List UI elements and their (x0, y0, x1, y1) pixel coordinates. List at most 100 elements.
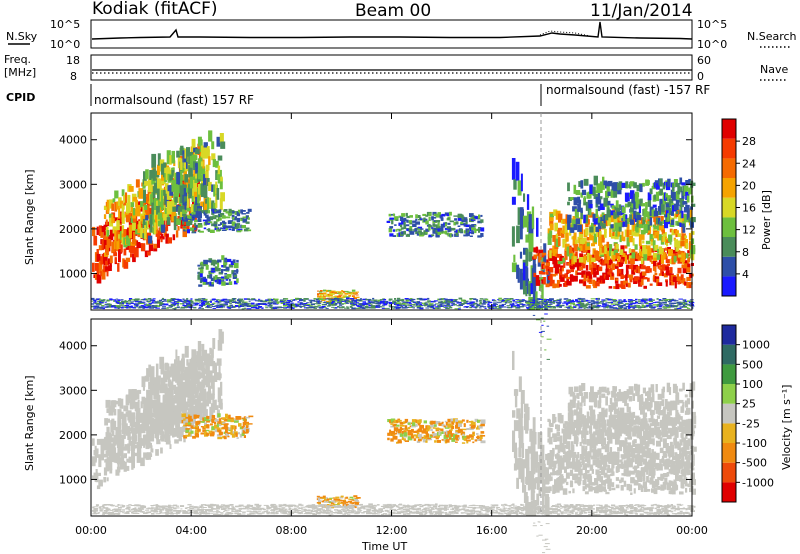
power-echo-cell (223, 263, 227, 268)
power-echo-cell (610, 210, 616, 216)
power-echo-cell (623, 299, 626, 301)
velocity-echo-cell (111, 443, 116, 450)
power-echo-cell (238, 304, 242, 307)
velocity-echo-cell (239, 426, 243, 430)
power-echo-cell (238, 307, 241, 309)
power-echo-cell (118, 218, 123, 224)
power-echo-cell (377, 299, 382, 302)
velocity-echo-cell (123, 432, 126, 439)
power-echo-cell (153, 247, 158, 252)
power-echo-cell (605, 244, 611, 252)
power-echo-cell (377, 303, 381, 305)
power-echo-region (91, 297, 695, 310)
power-echo-cell (107, 246, 111, 252)
power-echo-cell (569, 253, 573, 260)
power-echo-cell (471, 227, 476, 231)
power-echo-cell (142, 199, 147, 209)
power-echo-cell (398, 229, 401, 232)
velocity-echo-cell (220, 432, 224, 434)
power-echo-cell (587, 219, 590, 225)
power-echo-cell (372, 301, 375, 304)
power-echo-cell (208, 181, 212, 191)
power-echo-cell (379, 299, 384, 301)
power-echo-cell (194, 227, 197, 231)
power-echo-cell (512, 299, 516, 302)
power-echo-cell (606, 305, 612, 308)
power-echo-cell (624, 255, 628, 264)
power-echo-cell (607, 207, 610, 218)
power-echo-cell (661, 264, 666, 271)
power-echo-cell (646, 299, 650, 301)
power-echo-cell (627, 201, 633, 207)
power-echo-cell (509, 303, 514, 305)
power-echo-cell (525, 267, 529, 287)
power-echo-cell (688, 208, 692, 217)
velocity-echo-cell (461, 419, 465, 422)
power-echo-cell (120, 244, 123, 253)
power-echo-cell (211, 153, 216, 161)
power-echo-cell (421, 302, 424, 304)
power-echo-cell (578, 299, 584, 301)
velocity-echo-cell (160, 447, 163, 454)
power-echo-cell (685, 180, 689, 186)
power-echo-cell (106, 303, 111, 305)
velocity-echo-cell (101, 438, 105, 445)
velocity-echo-cell (142, 386, 145, 391)
power-echo-cell (613, 182, 619, 192)
velocity-echo-cell (159, 384, 165, 391)
power-echo-cell (366, 306, 369, 309)
velocity-echo-cell (147, 391, 153, 403)
power-echo-cell (671, 281, 675, 286)
power-echo-cell (593, 218, 598, 225)
power-echo-cell (174, 173, 178, 181)
velocity-echo-cell (392, 432, 397, 435)
power-echo-cell (108, 216, 114, 227)
power-echo-cell (543, 277, 546, 285)
power-echo-cell (583, 255, 587, 264)
power-echo-cell (479, 298, 484, 300)
power-echo-cell (225, 282, 229, 285)
power-echo-cell (583, 281, 587, 287)
velocity-echo-cell (349, 496, 354, 499)
power-echo-cell (135, 304, 140, 306)
velocity-echo-cell (126, 465, 130, 471)
power-echo-cell (244, 304, 248, 307)
power-echo-cell (359, 298, 362, 300)
power-echo-cell (223, 225, 227, 228)
power-echo-cell (631, 198, 635, 204)
power-echo-cell (177, 206, 181, 215)
power-echo-cell (598, 237, 603, 246)
velocity-echo-cell (340, 499, 345, 501)
power-echo-cell (411, 304, 416, 306)
power-echo-cell (209, 301, 212, 303)
power-echo-cell (133, 247, 139, 258)
power-echo-cell (455, 232, 459, 236)
power-echo-cell (334, 307, 337, 309)
power-echo-cell (677, 256, 683, 264)
velocity-echo-cell (188, 420, 191, 425)
nsky-label: N.Sky (6, 30, 38, 43)
velocity-echo-cell (536, 535, 539, 537)
power-echo-cell (291, 299, 295, 301)
power-echo-cell (198, 301, 203, 303)
power-echo-cell (183, 305, 188, 307)
velocity-echo-cell (220, 402, 223, 410)
power-echo-cell (552, 258, 557, 265)
velocity-echo-cell (214, 424, 219, 429)
velocity-echo-cell (339, 502, 344, 504)
power-echo-cell (318, 293, 324, 295)
velocity-echo-cell (445, 439, 450, 443)
power-echo-cell (652, 182, 655, 189)
power-echo-cell (131, 239, 137, 245)
power-echo-cell (446, 304, 450, 307)
velocity-echo-cell (199, 387, 203, 395)
power-echo-cell (348, 294, 352, 297)
power-echo-cell (653, 257, 657, 261)
velocity-echo-cell (356, 497, 361, 499)
velocity-echo-cell (174, 439, 179, 444)
velocity-echo-cell (138, 447, 142, 458)
power-echo-cell (193, 302, 199, 304)
power-echo-cell (649, 233, 654, 242)
velocity-echo-cell (441, 431, 444, 434)
power-echo-cell (493, 301, 498, 303)
